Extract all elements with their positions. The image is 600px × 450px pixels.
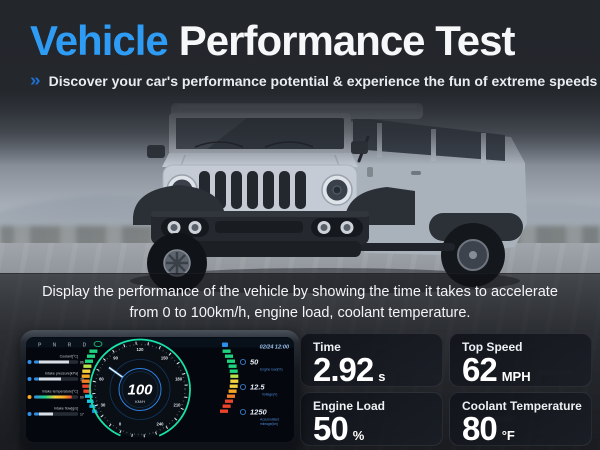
stat-unit: s	[378, 369, 386, 384]
voltage-icon	[239, 384, 246, 391]
stat-unit: MPH	[501, 369, 531, 384]
description-line-2: from 0 to 100km/h, engine load, coolant …	[129, 305, 471, 322]
dial-tick: 180	[175, 377, 183, 382]
title-accent: Vehicle	[30, 17, 169, 64]
stat-label: Top Speed	[462, 340, 523, 354]
stat-value: 80	[462, 410, 498, 447]
dial-tick: 150	[161, 356, 169, 361]
mileage-label: Accumulated	[260, 418, 279, 422]
pressure-icon	[27, 377, 32, 381]
engine-load-icon	[239, 358, 246, 365]
engine-load-label: Engine load(%)	[260, 368, 283, 372]
readout-label: Intake temperature[°C]	[42, 390, 78, 394]
hud-screen: P N R D Coolant[°C] 86 Intake pressure[k…	[26, 337, 294, 442]
datetime: 02/24 12:00	[260, 345, 289, 351]
description: Display the performance of the vehicle b…	[0, 282, 600, 325]
stat-value: 2.92	[313, 351, 374, 388]
right-temp-gauge	[220, 342, 239, 413]
airflow-icon	[27, 412, 32, 416]
stat-value: 50	[313, 410, 349, 447]
stat-label: Coolant Temperature	[462, 399, 582, 413]
stat-card-top-speed: Top Speed 62 MPH	[449, 333, 592, 387]
readout-label: Intake pressure[kPa]	[45, 372, 78, 376]
dial-tick: 240	[157, 422, 165, 427]
dial-tick: 210	[174, 403, 182, 408]
mileage-value: 1250	[250, 408, 268, 417]
dial-tick: 0	[119, 422, 122, 427]
readout-label: Coolant[°C]	[60, 355, 78, 359]
dial-tick: 90	[113, 356, 118, 361]
coolant-icon	[27, 360, 32, 364]
speedometer-dial: 0 30 60 90 120 150 180 210 240 100	[89, 338, 191, 441]
readout-value: 86	[80, 361, 84, 365]
mileage-icon	[239, 409, 246, 416]
hud-display-device: P N R D Coolant[°C] 86 Intake pressure[k…	[20, 330, 300, 450]
description-line-1: Display the performance of the vehicle b…	[42, 284, 558, 300]
top-gradient-overlay	[0, 0, 600, 165]
engine-load-value: 50	[250, 358, 259, 367]
stat-unit: °F	[501, 428, 515, 443]
eco-icon	[93, 341, 103, 347]
subtitle-text: Discover your car's performance potentia…	[48, 72, 598, 89]
gear-indicator: P N R D	[38, 343, 91, 349]
title-rest: Performance Test	[178, 17, 516, 64]
subtitle: » Discover your car's performance potent…	[30, 71, 597, 90]
stat-card-coolant-temperature: Coolant Temperature 80 °F	[449, 392, 592, 446]
temperature-icon	[27, 395, 32, 399]
mileage-label-2: mileage(km)	[260, 422, 278, 426]
page-title: Vehicle Performance Test	[30, 18, 597, 63]
dial-tick: 30	[101, 403, 106, 408]
dial-tick: 60	[99, 377, 104, 382]
voltage-label: Voltage(V)	[262, 393, 277, 397]
speed-value: 100	[127, 382, 153, 399]
stat-card-engine-load: Engine Load 50 %	[300, 392, 443, 446]
double-chevron-icon: »	[30, 71, 41, 91]
stat-unit: %	[352, 428, 365, 443]
readout-label: Intake flow[g/s]	[54, 407, 78, 411]
dial-tick: 120	[137, 347, 145, 352]
stat-label: Engine Load	[313, 399, 385, 413]
voltage-value: 12.5	[250, 383, 265, 392]
header: Vehicle Performance Test » Discover your …	[30, 18, 597, 90]
speed-unit: KM/H	[135, 399, 145, 404]
stat-value: 62	[462, 351, 498, 388]
stat-label: Time	[313, 340, 341, 354]
readout-value: 17	[80, 413, 84, 417]
readout-value: 60	[80, 396, 84, 400]
stat-card-time: Time 2.92 s	[300, 333, 443, 387]
